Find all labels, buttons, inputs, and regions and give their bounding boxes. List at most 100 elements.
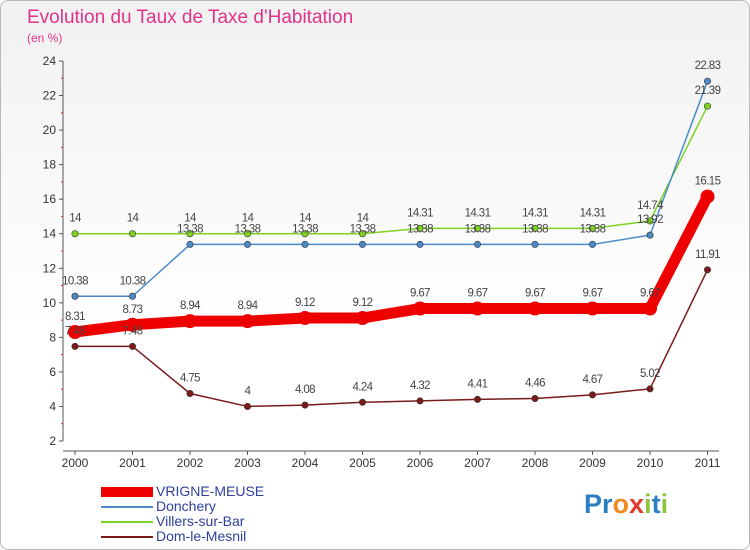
x-tick-label: 2005 — [349, 456, 376, 470]
data-point-dom-le-mesnil — [531, 395, 539, 403]
data-point-dom-le-mesnil — [416, 397, 424, 405]
legend-swatch — [101, 506, 153, 508]
data-point-villers-sur-bar — [646, 217, 654, 225]
chart-title: Evolution du Taux de Taxe d'Habitation — [27, 7, 354, 28]
data-point-villers-sur-bar — [703, 102, 711, 110]
data-point-vrigne-meuse — [183, 314, 197, 329]
data-label-villers-sur-bar: 14.31 — [465, 207, 491, 219]
x-tick-label: 2011 — [695, 456, 721, 470]
data-label-donchery: 22.83 — [695, 60, 721, 72]
data-point-vrigne-meuse — [355, 311, 370, 326]
legend-item: Dom-le-Mesnil — [101, 528, 321, 546]
data-point-dom-le-mesnil — [129, 342, 137, 350]
data-point-villers-sur-bar — [301, 230, 309, 238]
legend-swatch — [101, 521, 153, 523]
data-point-vrigne-meuse — [298, 311, 312, 326]
data-label-dom-le-mesnil: 4.24 — [353, 381, 374, 393]
data-label-vrigne-meuse: 9.12 — [353, 297, 373, 309]
data-label-villers-sur-bar: 14 — [357, 213, 370, 225]
y-tick-label: 10 — [43, 296, 57, 310]
data-point-villers-sur-bar — [186, 230, 194, 238]
data-label-dom-le-mesnil: 7.48 — [123, 325, 143, 337]
data-point-villers-sur-bar — [416, 224, 424, 232]
logo-letter: o — [612, 489, 630, 519]
legend-label: VRIGNE-MEUSE — [156, 483, 265, 499]
data-point-donchery — [473, 240, 481, 248]
x-tick-label: 2006 — [407, 456, 434, 470]
data-label-villers-sur-bar: 14 — [127, 213, 140, 225]
data-label-dom-le-mesnil: 4.32 — [410, 380, 430, 392]
series-line-donchery — [74, 80, 709, 298]
data-label-dom-le-mesnil: 4.46 — [525, 378, 545, 390]
data-point-dom-le-mesnil — [473, 395, 481, 403]
data-label-vrigne-meuse: 9.67 — [583, 288, 603, 300]
y-tick-label: 22 — [43, 89, 57, 103]
data-label-dom-le-mesnil: 4.41 — [468, 378, 488, 390]
data-point-donchery — [588, 240, 596, 248]
x-tick-label: 2004 — [292, 456, 319, 470]
series-line-vrigne-meuse — [69, 191, 713, 338]
data-label-vrigne-meuse: 8.94 — [238, 300, 259, 312]
proxiti-logo: Proxiti — [584, 489, 668, 520]
data-label-villers-sur-bar: 14 — [184, 213, 197, 225]
series-line-dom-le-mesnil — [74, 269, 709, 408]
data-label-vrigne-meuse: 8.94 — [180, 300, 201, 312]
data-label-vrigne-meuse: 9.12 — [295, 297, 315, 309]
legend-swatch — [101, 487, 153, 497]
data-point-donchery — [244, 240, 252, 248]
data-label-dom-le-mesnil: 5.02 — [640, 368, 660, 380]
data-point-dom-le-mesnil — [703, 266, 711, 274]
x-tick-label: 2002 — [177, 456, 204, 470]
legend-item: Villers-sur-Bar — [101, 513, 321, 531]
data-label-villers-sur-bar: 14.74 — [637, 200, 664, 212]
data-point-donchery — [531, 240, 539, 248]
data-point-villers-sur-bar — [531, 224, 539, 232]
series-line-villers-sur-bar — [74, 105, 709, 235]
data-label-villers-sur-bar: 14 — [69, 213, 82, 225]
data-point-vrigne-meuse — [68, 325, 82, 340]
data-label-donchery: 13.38 — [235, 223, 261, 235]
legend-label: Donchery — [156, 498, 216, 514]
data-point-vrigne-meuse — [470, 301, 485, 316]
data-label-dom-le-mesnil: 11.91 — [695, 249, 720, 261]
y-tick-label: 12 — [43, 261, 57, 275]
y-tick-label: 4 — [49, 399, 56, 413]
logo-letter: x — [629, 489, 645, 519]
logo-letter: t — [651, 489, 661, 519]
data-label-vrigne-meuse: 9.67 — [468, 288, 488, 300]
logo-letter: r — [602, 489, 613, 519]
data-point-villers-sur-bar — [129, 230, 137, 238]
data-point-dom-le-mesnil — [588, 391, 596, 399]
legend-label: Dom-le-Mesnil — [156, 528, 247, 544]
data-point-donchery — [129, 292, 137, 300]
data-label-donchery: 13.38 — [292, 223, 318, 235]
data-label-villers-sur-bar: 14.31 — [580, 207, 606, 219]
y-tick-label: 2 — [49, 434, 56, 448]
data-point-donchery — [416, 240, 424, 248]
data-point-villers-sur-bar — [71, 230, 79, 238]
data-label-donchery: 13.38 — [177, 223, 203, 235]
data-point-donchery — [703, 77, 711, 85]
data-label-dom-le-mesnil: 4.67 — [583, 374, 603, 386]
data-point-dom-le-mesnil — [301, 401, 309, 409]
data-point-donchery — [358, 240, 366, 248]
data-point-vrigne-meuse — [413, 301, 427, 316]
y-tick-label: 18 — [43, 158, 57, 172]
data-label-donchery: 10.38 — [120, 275, 146, 287]
data-point-vrigne-meuse — [700, 189, 715, 204]
x-tick-label: 2003 — [234, 456, 261, 470]
x-tick-label: 2000 — [62, 456, 89, 470]
logo-letter: P — [584, 489, 603, 519]
data-label-villers-sur-bar: 14.31 — [522, 207, 548, 219]
data-label-donchery: 13.92 — [637, 214, 663, 226]
data-label-dom-le-mesnil: 4 — [245, 385, 252, 397]
legend-label: Villers-sur-Bar — [156, 513, 245, 529]
data-label-donchery: 13.38 — [465, 223, 491, 235]
data-label-vrigne-meuse: 8.73 — [123, 304, 143, 316]
chart-subtitle: (en %) — [27, 31, 63, 45]
data-label-donchery: 13.38 — [350, 223, 376, 235]
data-label-donchery: 13.38 — [580, 223, 606, 235]
data-point-dom-le-mesnil — [646, 385, 654, 393]
logo-letter: i — [660, 489, 669, 519]
